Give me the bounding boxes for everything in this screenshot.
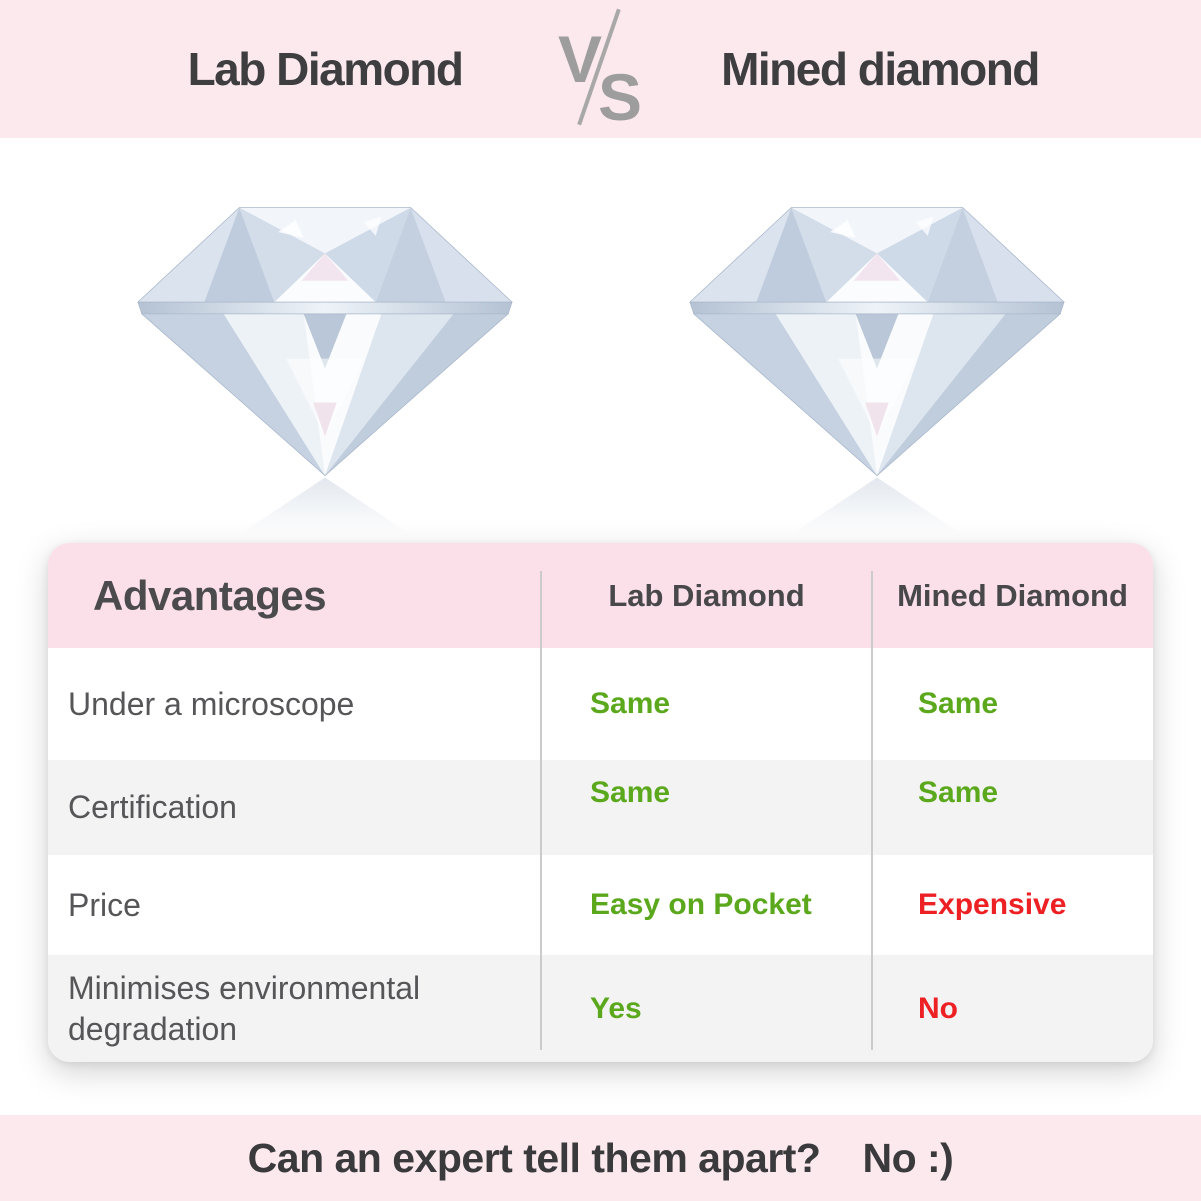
vs-letter-s: S [597,60,642,134]
lab-diamond-column-header: Lab Diamond [608,577,805,613]
table-row: Under a microscope Same Same [48,648,1153,760]
column-divider [871,571,873,1050]
row-label: Under a microscope [68,685,355,722]
mined-value-cell: Same [918,687,999,720]
lab-value-cell: Easy on Pocket [590,888,812,921]
mined-diamond-column-header: Mined Diamond [897,577,1128,613]
row-label: Certification [68,789,237,826]
mined-value-cell: Expensive [918,888,1067,921]
vs-graphic: V S [556,0,644,138]
footer-question: Can an expert tell them apart? [247,1134,821,1181]
header-band: Lab Diamond V S Mined diamond [0,0,1201,138]
diamonds-section [0,138,1201,543]
mined-diamond-title: Mined diamond [721,43,1040,95]
lab-value-cell: Same [590,775,671,809]
diamond-illustration [136,207,513,536]
footer-answer: No :) [862,1134,954,1181]
mined-value-cell: Same [918,775,999,809]
lab-diamond-title: Lab Diamond [187,43,464,95]
table-header-row: Advantages Lab Diamond Mined Diamond [48,543,1153,648]
row-label: Price [68,886,141,923]
row-label: Minimises environmental degradation [68,969,421,1047]
mined-value-cell: No [918,991,958,1025]
mined-diamond-image [682,193,1072,536]
lab-diamond-image [130,193,520,536]
lab-value-cell: Yes [590,991,642,1025]
column-divider [540,571,542,1050]
table-row: Certification Same Same [48,760,1153,855]
lab-value-cell: Same [590,687,671,720]
diamond-illustration [688,207,1065,536]
comparison-card: Advantages Lab Diamond Mined Diamond Und… [48,543,1153,1062]
table-row: Price Easy on Pocket Expensive [48,855,1153,955]
table-row: Minimises environmental degradation Yes … [48,955,1153,1062]
advantages-header: Advantages [93,571,327,619]
footer-band: Can an expert tell them apart? No :) [0,1115,1201,1201]
